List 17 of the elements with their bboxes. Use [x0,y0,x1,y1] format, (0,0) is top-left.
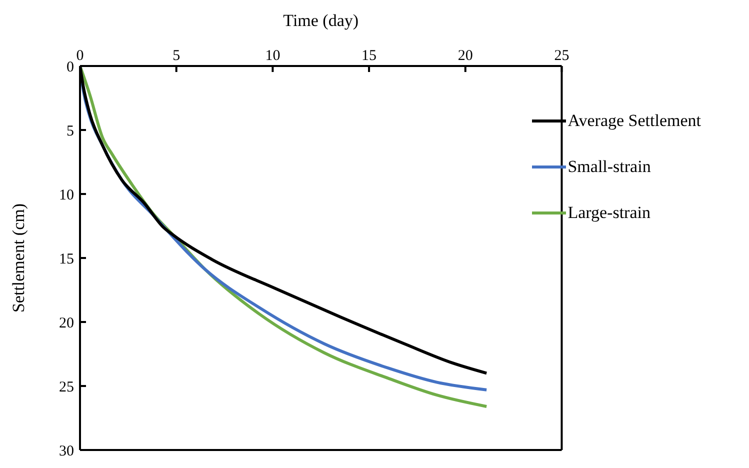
y-tick-label: 20 [59,315,74,332]
legend-label: Large-strain [568,203,650,223]
x-tick-label: 5 [172,48,180,64]
y-tick-label: 15 [59,251,74,268]
x-tick-label: 15 [362,48,377,64]
x-axis-title: Time (day) [283,11,359,30]
y-tick-label: 5 [66,123,74,140]
y-axis-title: Settlement (cm) [9,203,28,313]
y-tick-label: 30 [59,443,74,460]
x-tick-label: 20 [458,48,473,64]
x-tick-label: 10 [265,48,280,64]
x-tick-label: 25 [554,48,570,64]
y-tick-label: 0 [66,59,74,76]
legend-label: Small-strain [568,157,651,177]
y-tick-label: 25 [59,379,74,396]
y-tick-label: 10 [59,187,74,204]
legend-label: Average Settlement [568,111,701,131]
